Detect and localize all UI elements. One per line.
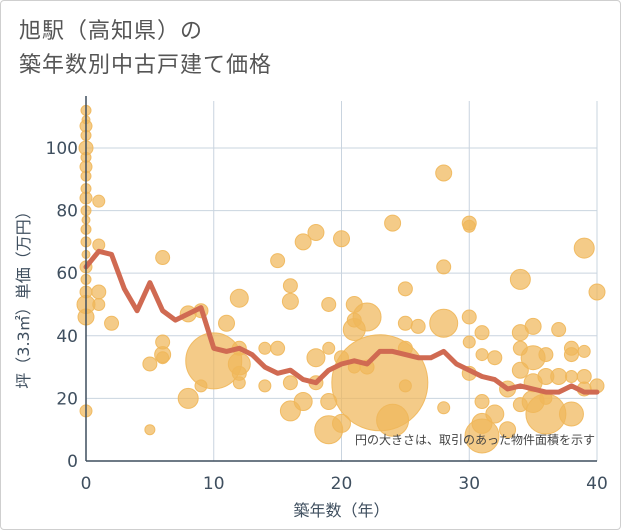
chart-title-line1: 旭駅（高知県）の [19,19,204,44]
data-bubble [435,164,453,182]
data-bubble [398,379,412,393]
bubbles [76,104,606,454]
data-bubble [461,309,477,325]
data-bubble [229,288,249,308]
data-bubble [321,296,337,312]
data-bubble [437,401,451,415]
data-bubble [156,351,170,365]
data-bubble [563,347,579,363]
y-tick-label: 40 [56,327,78,347]
bubble-size-note: 円の大きさは、取引のあった物件面積を示す [355,432,595,447]
data-bubble [306,348,326,368]
x-tick-label: 20 [331,474,353,494]
data-bubble [462,219,476,233]
data-bubble [258,341,272,355]
data-bubble [577,344,591,358]
data-bubble [307,223,325,241]
data-bubble [104,315,120,331]
x-tick-label: 40 [586,474,608,494]
data-bubble [538,347,554,363]
data-bubble [333,230,350,248]
x-tick-label: 30 [458,474,480,494]
data-bubble [282,278,298,294]
data-bubble [573,237,595,259]
data-bubble [550,367,568,385]
y-tick-label: 20 [56,389,78,409]
data-bubble [475,348,489,362]
data-bubble [464,418,500,454]
data-bubble [564,369,578,383]
data-bubble [281,292,299,310]
data-bubble [384,214,402,232]
data-bubble [588,283,606,301]
y-axis-label: 坪（3.3㎡）単価（万円） [14,203,33,388]
data-bubble [232,376,246,390]
data-bubble [487,350,503,366]
data-bubble [436,259,452,275]
data-bubble [218,314,236,332]
data-bubble [376,403,410,437]
data-bubble [144,424,156,436]
data-bubble [332,413,351,433]
chart-title: 旭駅（高知県）の 築年数別中古戸建て価格 [19,15,272,83]
data-bubble [293,392,313,412]
data-bubble [462,335,476,349]
data-bubble [294,233,312,251]
x-tick-label: 10 [203,474,225,494]
data-bubble [524,317,542,335]
data-bubble [282,375,298,391]
average-price-line [83,248,600,395]
data-bubble [270,253,286,269]
chart-title-line2: 築年数別中古戸建て価格 [19,53,273,78]
data-bubble [91,284,107,300]
x-tick-label: 0 [81,474,92,494]
data-bubble [558,401,584,427]
tick-labels: 0 10 20 30 40 0 20 40 60 80 100 [46,139,608,494]
data-bubble [92,194,106,208]
data-bubble [92,297,106,311]
data-bubble [429,308,459,338]
data-bubble [322,341,336,355]
data-bubble [499,421,517,439]
data-bubble [485,404,505,424]
y-tick-label: 100 [46,139,78,159]
data-bubble [258,379,272,393]
x-axis-label: 築年数（年） [293,501,389,520]
data-bubble [410,318,426,334]
data-bubble [551,322,567,338]
data-bubble [142,356,158,372]
y-tick-label: 0 [67,452,78,472]
data-bubble [270,340,286,356]
axes [85,96,597,462]
y-tick-label: 60 [56,264,78,284]
y-tick-label: 80 [56,202,78,222]
data-bubble [155,250,171,266]
data-bubble [474,394,490,410]
data-bubble [397,281,413,297]
data-bubble [397,315,413,331]
data-bubble [509,268,531,290]
data-bubble [474,325,490,341]
grid-lines [86,101,598,461]
data-bubble [177,387,199,409]
data-bubble [576,368,592,384]
data-bubble [352,302,382,332]
